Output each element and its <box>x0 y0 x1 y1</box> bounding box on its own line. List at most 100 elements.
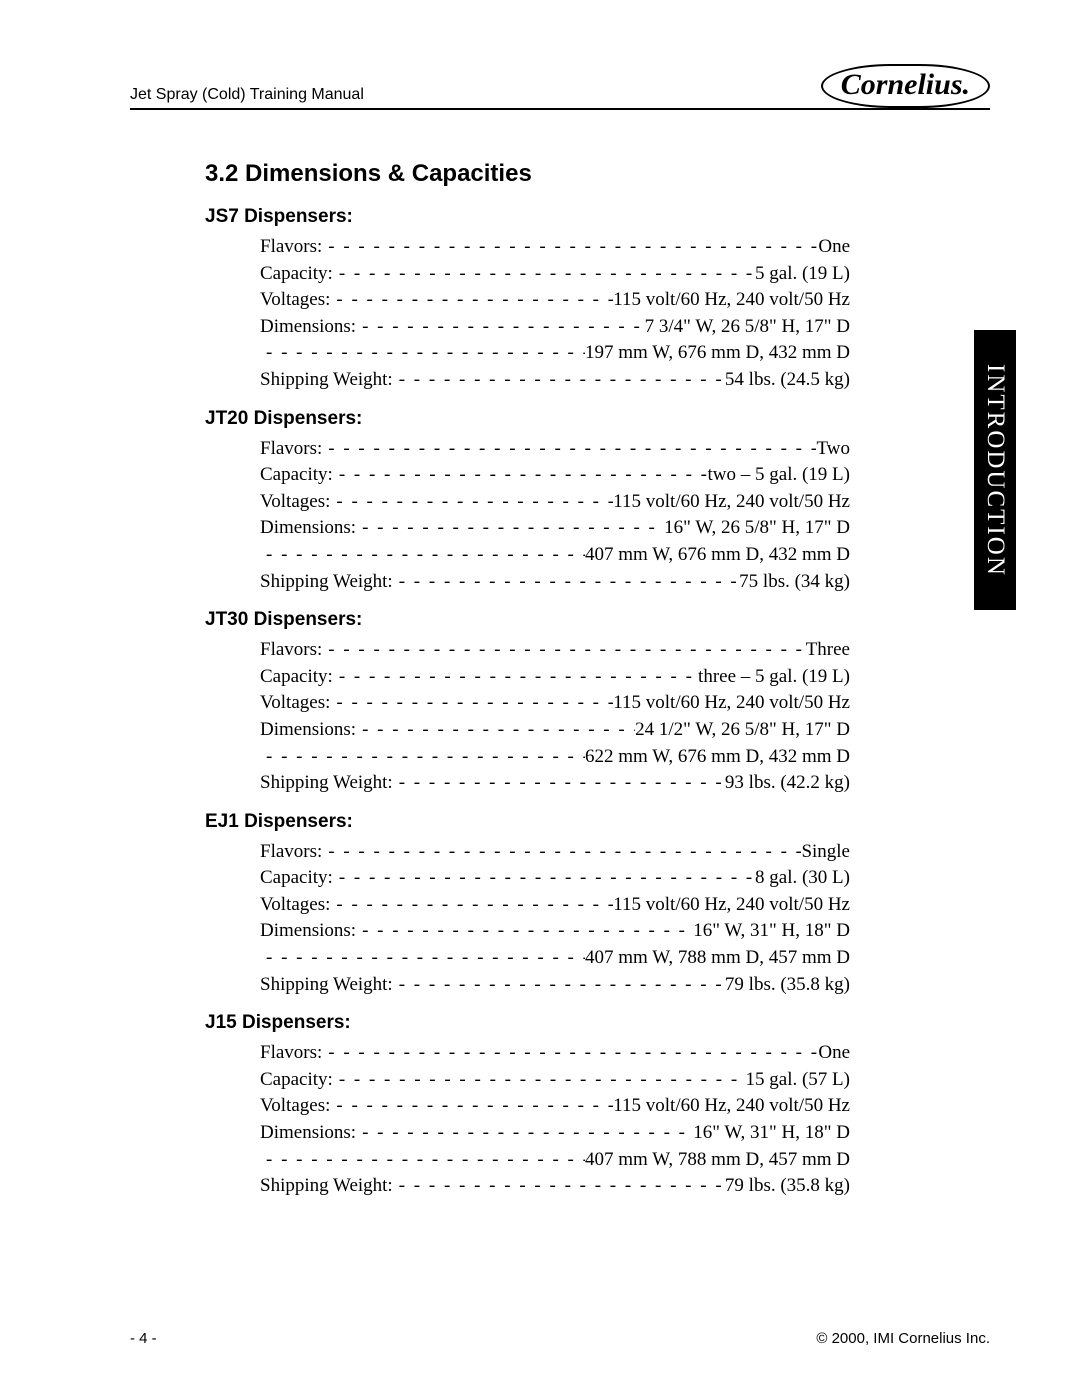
spec-value: 115 volt/60 Hz, 240 volt/50 Hz <box>613 489 850 516</box>
spec-row: Shipping Weight: 79 lbs. (35.8 kg) <box>260 1173 850 1200</box>
spec-label: Voltages: <box>260 892 330 919</box>
spec-row: Capacity: 8 gal. (30 L) <box>260 865 850 892</box>
page-number: - 4 - <box>130 1330 157 1347</box>
spec-leader <box>330 1093 613 1120</box>
spec-row: Capacity:two – 5 gal. (19 L) <box>260 462 850 489</box>
spec-leader <box>330 892 613 919</box>
content-body: JS7 Dispensers:Flavors:OneCapacity:5 gal… <box>130 206 990 1200</box>
spec-value: 54 lbs. (24.5 kg) <box>725 367 850 394</box>
spec-value: 75 lbs. (34 kg) <box>739 569 850 596</box>
spec-value: Two <box>816 436 850 463</box>
spec-value: 115 volt/60 Hz, 240 volt/50 Hz <box>613 892 850 919</box>
spec-row: Dimensions:7 3/4" W, 26 5/8" H, 17" D <box>260 314 850 341</box>
spec-leader <box>393 569 739 596</box>
spec-value: 16" W, 31" H, 18" D <box>693 918 850 945</box>
spec-leader <box>322 436 816 463</box>
dispenser-group-title: J15 Dispensers: <box>205 1012 990 1034</box>
dispenser-spec-block: Flavors: TwoCapacity:two – 5 gal. (19 L)V… <box>260 436 850 596</box>
spec-leader <box>356 515 664 542</box>
spec-row: Dimensions:16" W, 31" H, 18" D <box>260 1120 850 1147</box>
spec-leader <box>330 489 613 516</box>
spec-value: two – 5 gal. (19 L) <box>708 462 850 489</box>
spec-leader <box>356 314 645 341</box>
spec-leader <box>393 367 725 394</box>
spec-row: Dimensions: 16" W, 31" H, 18" D <box>260 918 850 945</box>
spec-leader <box>356 1120 693 1147</box>
spec-leader <box>393 770 725 797</box>
spec-value: Three <box>806 637 850 664</box>
page-footer: - 4 - © 2000, IMI Cornelius Inc. <box>130 1330 990 1347</box>
dispenser-group-title: JT30 Dispensers: <box>205 609 990 631</box>
spec-row: 622 mm W, 676 mm D, 432 mm D <box>260 744 850 771</box>
spec-row: Flavors:Three <box>260 637 850 664</box>
spec-row: Shipping Weight:93 lbs. (42.2 kg) <box>260 770 850 797</box>
spec-value: 7 3/4" W, 26 5/8" H, 17" D <box>645 314 850 341</box>
spec-row: Dimensions: 16" W, 26 5/8" H, 17" D <box>260 515 850 542</box>
page: Jet Spray (Cold) Training Manual Corneli… <box>0 0 1080 1397</box>
spec-row: Voltages:115 volt/60 Hz, 240 volt/50 Hz <box>260 287 850 314</box>
spec-row: Dimensions:24 1/2" W, 26 5/8" H, 17" D <box>260 717 850 744</box>
spec-label: Capacity: <box>260 865 333 892</box>
spec-label: Voltages: <box>260 690 330 717</box>
spec-row: Flavors: Two <box>260 436 850 463</box>
spec-row: Capacity: 5 gal. (19 L) <box>260 261 850 288</box>
spec-row: Voltages: 115 volt/60 Hz, 240 volt/50 Hz <box>260 1093 850 1120</box>
spec-value: 115 volt/60 Hz, 240 volt/50 Hz <box>613 1093 850 1120</box>
dispenser-spec-block: Flavors:OneCapacity:15 gal. (57 L)Voltag… <box>260 1040 850 1200</box>
spec-leader <box>322 637 805 664</box>
spec-row: 407 mm W, 788 mm D, 457 mm D <box>260 1147 850 1174</box>
spec-leader <box>333 664 698 691</box>
spec-row: Voltages: 115 volt/60 Hz, 240 volt/50 Hz <box>260 892 850 919</box>
spec-value: 79 lbs. (35.8 kg) <box>725 972 850 999</box>
spec-leader <box>356 717 635 744</box>
spec-leader <box>333 261 755 288</box>
spec-value: 622 mm W, 676 mm D, 432 mm D <box>585 744 850 771</box>
spec-leader <box>333 865 755 892</box>
spec-label: Dimensions: <box>260 918 356 945</box>
spec-row: Shipping Weight: 75 lbs. (34 kg) <box>260 569 850 596</box>
cornelius-logo: Cornelius. <box>821 64 990 108</box>
spec-value: 79 lbs. (35.8 kg) <box>725 1173 850 1200</box>
spec-label: Dimensions: <box>260 717 356 744</box>
spec-leader <box>356 918 693 945</box>
spec-leader <box>260 744 585 771</box>
spec-label: Shipping Weight: <box>260 1173 393 1200</box>
spec-row: Capacity:three – 5 gal. (19 L) <box>260 664 850 691</box>
spec-leader <box>333 1067 746 1094</box>
spec-row: Shipping Weight: 54 lbs. (24.5 kg) <box>260 367 850 394</box>
spec-label: Dimensions: <box>260 515 356 542</box>
spec-label: Dimensions: <box>260 1120 356 1147</box>
spec-row: Flavors:Single <box>260 839 850 866</box>
spec-leader <box>330 690 613 717</box>
spec-value: 5 gal. (19 L) <box>755 261 850 288</box>
spec-label: Shipping Weight: <box>260 972 393 999</box>
spec-row: Voltages: 115 volt/60 Hz, 240 volt/50 Hz <box>260 690 850 717</box>
spec-row: 407 mm W, 788 mm D, 457 mm D <box>260 945 850 972</box>
spec-value: three – 5 gal. (19 L) <box>698 664 850 691</box>
spec-row: 407 mm W, 676 mm D, 432 mm D <box>260 542 850 569</box>
spec-label: Capacity: <box>260 1067 333 1094</box>
spec-leader <box>260 1147 585 1174</box>
spec-leader <box>322 1040 818 1067</box>
spec-value: 16" W, 26 5/8" H, 17" D <box>664 515 850 542</box>
spec-value: 93 lbs. (42.2 kg) <box>725 770 850 797</box>
spec-label: Voltages: <box>260 489 330 516</box>
header-title: Jet Spray (Cold) Training Manual <box>130 86 364 104</box>
spec-value: 115 volt/60 Hz, 240 volt/50 Hz <box>613 690 850 717</box>
section-title: 3.2 Dimensions & Capacities <box>205 160 990 188</box>
spec-label: Capacity: <box>260 261 333 288</box>
spec-label: Shipping Weight: <box>260 367 393 394</box>
dispenser-group-title: JT20 Dispensers: <box>205 408 990 430</box>
spec-label: Flavors: <box>260 436 322 463</box>
spec-label: Voltages: <box>260 1093 330 1120</box>
spec-row: Flavors:One <box>260 1040 850 1067</box>
spec-label: Flavors: <box>260 234 322 261</box>
spec-label: Shipping Weight: <box>260 569 393 596</box>
spec-row: Capacity:15 gal. (57 L) <box>260 1067 850 1094</box>
spec-value: 407 mm W, 676 mm D, 432 mm D <box>585 542 850 569</box>
spec-value: 115 volt/60 Hz, 240 volt/50 Hz <box>613 287 850 314</box>
page-header: Jet Spray (Cold) Training Manual Corneli… <box>130 60 990 110</box>
spec-row: 197 mm W, 676 mm D, 432 mm D <box>260 340 850 367</box>
spec-value: Single <box>801 839 850 866</box>
spec-value: 8 gal. (30 L) <box>755 865 850 892</box>
